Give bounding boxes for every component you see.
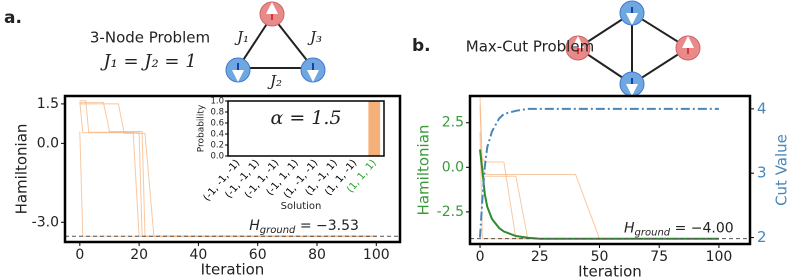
inset-x-label: Solution [281,201,322,212]
subscript: ground [260,225,296,236]
spin-diagram-a [225,1,326,83]
y-tick-label: 0.2 [210,141,224,151]
plot-area [479,96,719,240]
inset-frame [227,100,385,157]
panel-label: a. [4,8,22,28]
panel-label: b. [412,36,431,56]
x-tick-label: 50 [591,249,609,265]
y-tick-label: 0.0 [210,152,224,162]
subscript: ground [635,228,671,239]
x-tick-label: 0 [476,249,485,265]
symbol: H [249,218,260,234]
y-tick-label: 1.5 [37,96,59,112]
y-axis-label: Hamiltonian [13,124,31,215]
x-axis-label: Iteration [201,261,265,279]
spin-diagram-b [565,0,701,97]
plot-frame [468,94,752,246]
y-tick-label: 0.0 [442,159,464,175]
value-text: = −3.53 [295,218,359,234]
y2-tick-label: 2 [757,228,767,246]
coupling-label: J₃ [307,28,322,46]
y-tick-label: -2.5 [437,204,464,220]
alpha-label: α = 1.5 [270,107,341,129]
x-tick-label: 0 [75,247,84,263]
x-tick-label: 25 [531,249,549,265]
y-tick-label: 0.0 [37,135,59,151]
y2-tick-label: 3 [757,164,767,182]
bar [368,101,381,156]
y-tick-label: 0.8 [210,108,224,118]
x-tick-label: 60 [249,247,267,263]
value-text: = −4.00 [670,221,734,237]
x-tick-label: 40 [189,247,207,263]
ground-energy-label: Hground = −4.00 [624,221,734,239]
ground-energy-label: Hground = −3.53 [249,218,359,236]
x-tick-label: 80 [308,247,326,263]
panel-title: Max-Cut Problem [466,38,594,56]
coupling-label: J₁ [234,28,249,46]
x-tick-label: 100 [363,247,390,263]
series-line [479,104,719,240]
x-tick-label: 20 [130,247,148,263]
y2-axis-label: Cut Value [773,134,791,206]
y-tick-label: 2.5 [442,115,464,131]
coupling-equation: J₁ = J₂ = 1 [99,51,196,72]
y-tick-label: -3.0 [32,214,59,230]
y-tick-label: 0.6 [210,119,224,129]
inset-y-label: Probability [197,104,207,152]
y-axis-label: Hamiltonian [415,125,433,216]
y-tick-label: 0.4 [210,130,224,140]
series-line [479,96,719,240]
y2-tick-label: 4 [757,99,767,117]
plot-frame [63,94,402,244]
symbol: H [624,221,635,237]
x-tick-label: 75 [650,249,668,265]
inset-background [228,101,384,156]
x-axis-label: Iteration [578,263,642,280]
coupling-label: J₂ [267,72,282,90]
series-line [479,107,719,238]
x-tick-label: 100 [706,249,733,265]
y-tick-label: 1.0 [210,97,224,107]
panel-title: 3-Node Problem [90,29,210,47]
